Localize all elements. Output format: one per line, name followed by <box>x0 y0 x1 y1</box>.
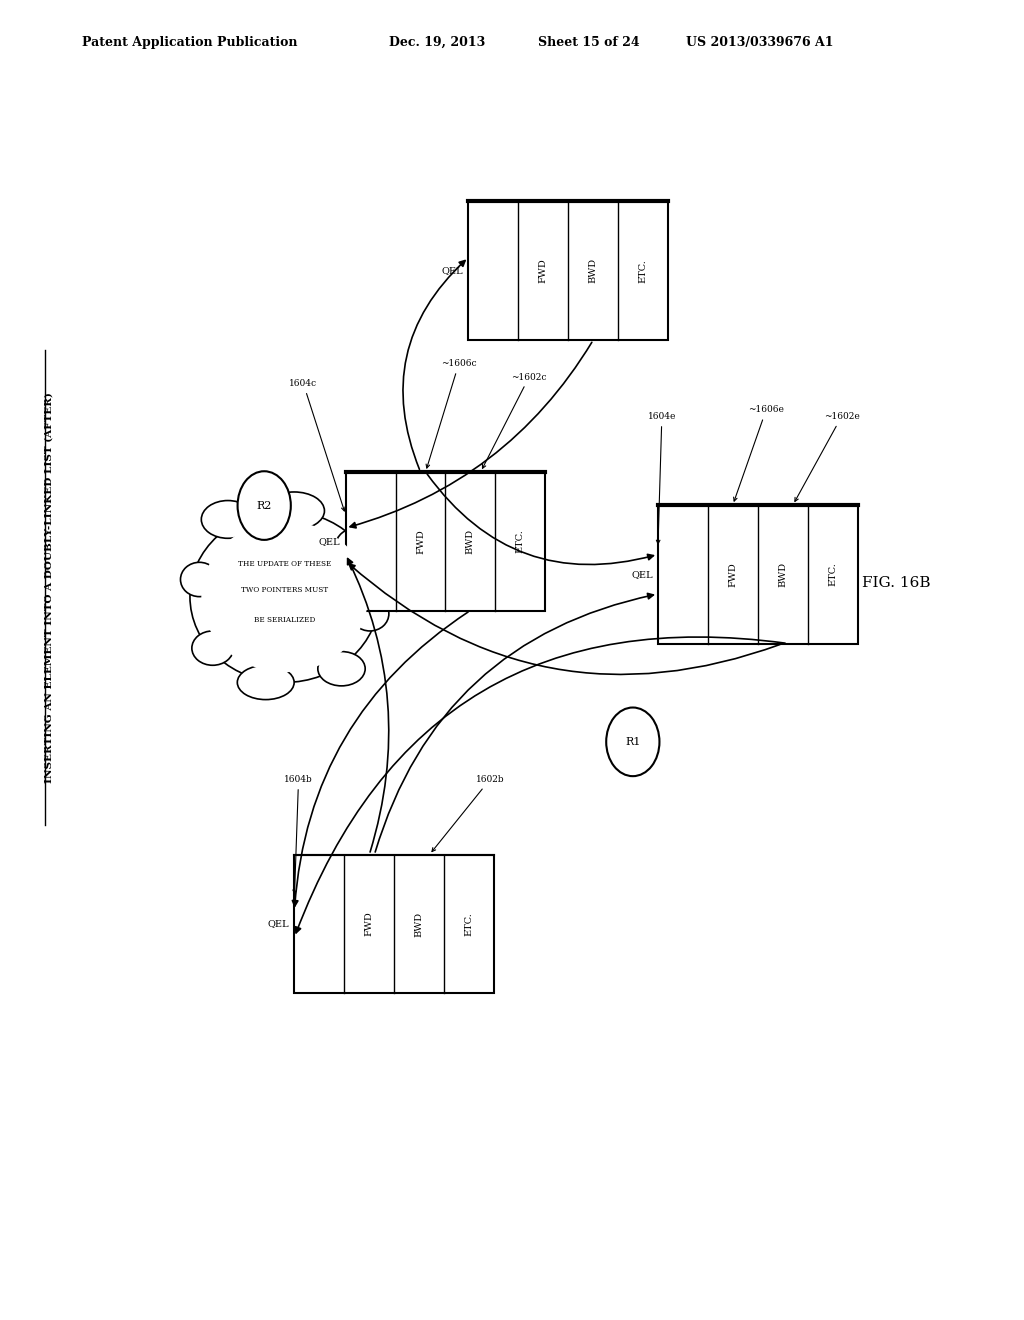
Text: ~1602c: ~1602c <box>482 372 547 469</box>
Text: ~1602e: ~1602e <box>795 412 859 502</box>
Text: ETC.: ETC. <box>465 912 474 936</box>
Text: QEL: QEL <box>631 570 653 578</box>
Text: BWD: BWD <box>415 911 424 937</box>
Bar <box>295 855 494 993</box>
Ellipse shape <box>190 511 380 682</box>
Text: ~1606c: ~1606c <box>426 359 476 469</box>
Text: ~1606e: ~1606e <box>733 405 784 502</box>
Ellipse shape <box>191 631 233 665</box>
Text: Sheet 15 of 24: Sheet 15 of 24 <box>538 36 639 49</box>
Text: TWO POINTERS MUST: TWO POINTERS MUST <box>241 586 329 594</box>
Text: 1602b: 1602b <box>432 775 504 851</box>
Text: Patent Application Publication: Patent Application Publication <box>82 36 297 49</box>
Text: FWD: FWD <box>728 562 737 586</box>
Text: R1: R1 <box>625 737 641 747</box>
Text: INSERTING AN ELEMENT INTO A DOUBLY-LINKED LIST (AFTER): INSERTING AN ELEMENT INTO A DOUBLY-LINKE… <box>45 392 53 783</box>
Ellipse shape <box>317 652 366 686</box>
Text: FWD: FWD <box>365 912 374 936</box>
Text: BWD: BWD <box>466 528 475 554</box>
Bar <box>346 473 545 610</box>
Text: FWD: FWD <box>539 259 548 282</box>
Text: BWD: BWD <box>589 257 598 284</box>
Text: FIG. 16B: FIG. 16B <box>862 577 930 590</box>
Text: ETC.: ETC. <box>516 529 525 553</box>
Text: QEL: QEL <box>267 920 289 928</box>
Text: 1604c: 1604c <box>290 379 345 511</box>
Ellipse shape <box>180 562 218 597</box>
Text: ETC.: ETC. <box>639 259 648 282</box>
Ellipse shape <box>336 528 378 562</box>
Text: THE UPDATE OF THESE: THE UPDATE OF THESE <box>238 560 332 568</box>
Ellipse shape <box>238 665 294 700</box>
Ellipse shape <box>264 492 325 529</box>
Ellipse shape <box>202 500 254 539</box>
Text: 1604e: 1604e <box>647 412 676 544</box>
Bar <box>469 201 669 339</box>
Text: US 2013/0339676 A1: US 2013/0339676 A1 <box>686 36 834 49</box>
Text: ETC.: ETC. <box>828 562 838 586</box>
Text: 1604b: 1604b <box>284 775 313 894</box>
Text: QEL: QEL <box>318 537 340 545</box>
Text: BE SERIALIZED: BE SERIALIZED <box>254 616 315 624</box>
Text: FWD: FWD <box>416 529 425 553</box>
Circle shape <box>606 708 659 776</box>
Ellipse shape <box>202 521 368 672</box>
Bar <box>657 506 857 644</box>
Text: Dec. 19, 2013: Dec. 19, 2013 <box>389 36 485 49</box>
Text: R2: R2 <box>256 500 272 511</box>
Circle shape <box>238 471 291 540</box>
Text: QEL: QEL <box>441 267 463 275</box>
Ellipse shape <box>351 597 389 631</box>
Text: BWD: BWD <box>778 561 787 587</box>
